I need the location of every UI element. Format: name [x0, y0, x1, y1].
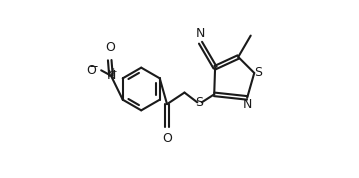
Text: O: O: [162, 132, 172, 145]
Text: O: O: [105, 41, 115, 54]
Text: N: N: [106, 69, 116, 82]
Text: −: −: [89, 60, 98, 73]
Text: S: S: [195, 96, 204, 109]
Text: N: N: [242, 98, 252, 111]
Text: +: +: [109, 67, 117, 76]
Text: S: S: [254, 66, 262, 80]
Text: O: O: [87, 64, 97, 77]
Text: N: N: [196, 27, 205, 40]
